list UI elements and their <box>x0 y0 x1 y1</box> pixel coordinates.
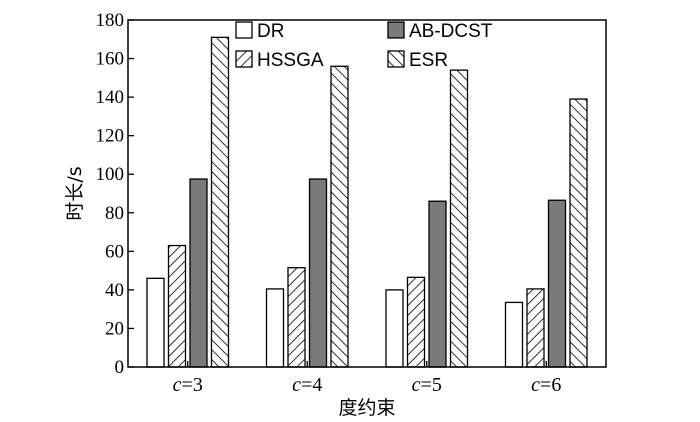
y-tick-label: 100 <box>96 164 125 185</box>
y-axis: 0 20 40 60 80 100 120 140 160 180 <box>96 10 134 378</box>
y-tick-label: 120 <box>96 126 125 147</box>
y-tick-label: 140 <box>96 87 125 108</box>
legend-label-ab-dcst: AB-DCST <box>409 21 493 42</box>
bar-hssga-1 <box>167 244 187 368</box>
y-tick-label: 0 <box>115 357 125 378</box>
legend-label-dr: DR <box>257 21 284 42</box>
bar-ab-dcst-1 <box>189 178 208 368</box>
y-tick-label: 80 <box>105 203 124 224</box>
plot-frame <box>127 19 607 368</box>
legend-swatch-ab-dcst <box>387 21 405 39</box>
x-axis: c=3 c=4 c=5 c=6 <box>173 361 561 396</box>
legend-swatch-dr <box>235 21 253 39</box>
bar-ab-dcst-4 <box>547 199 567 368</box>
bar-dr-4 <box>504 301 524 368</box>
bar-esr-1 <box>210 36 230 368</box>
bar-dr-1 <box>146 277 165 368</box>
bar-ab-dcst-2 <box>308 178 328 368</box>
bar-esr-3 <box>449 69 469 368</box>
y-axis-label: 时长/s <box>64 166 86 220</box>
x-axis-label: 度约束 <box>338 397 395 419</box>
y-tick-label: 20 <box>105 318 124 339</box>
bar-hssga-4 <box>526 288 545 368</box>
y-tick-label: 180 <box>96 10 125 31</box>
legend-label-hssga: HSSGA <box>257 50 324 71</box>
bar-hssga-2 <box>287 267 306 368</box>
y-tick-label: 40 <box>105 280 124 301</box>
bar-esr-2 <box>330 65 349 368</box>
x-tick-label: c=4 <box>292 374 322 396</box>
y-tick-label: 60 <box>105 241 124 262</box>
bar-ab-dcst-3 <box>428 200 447 368</box>
legend-swatch-hssga <box>235 50 253 68</box>
x-tick-label: c=6 <box>531 374 561 396</box>
bar-dr-2 <box>265 288 285 368</box>
legend-label-esr: ESR <box>409 50 448 71</box>
legend-swatch-esr <box>387 50 405 68</box>
legend: DR AB-DCST HSSGA ESR <box>235 21 493 71</box>
bar-hssga-3 <box>406 276 426 368</box>
bar-dr-3 <box>385 289 404 368</box>
y-tick-label: 160 <box>96 49 125 70</box>
bar-esr-4 <box>569 98 588 368</box>
bars-group <box>146 36 588 368</box>
x-tick-label: c=5 <box>412 374 442 396</box>
x-tick-label: c=3 <box>173 374 203 396</box>
